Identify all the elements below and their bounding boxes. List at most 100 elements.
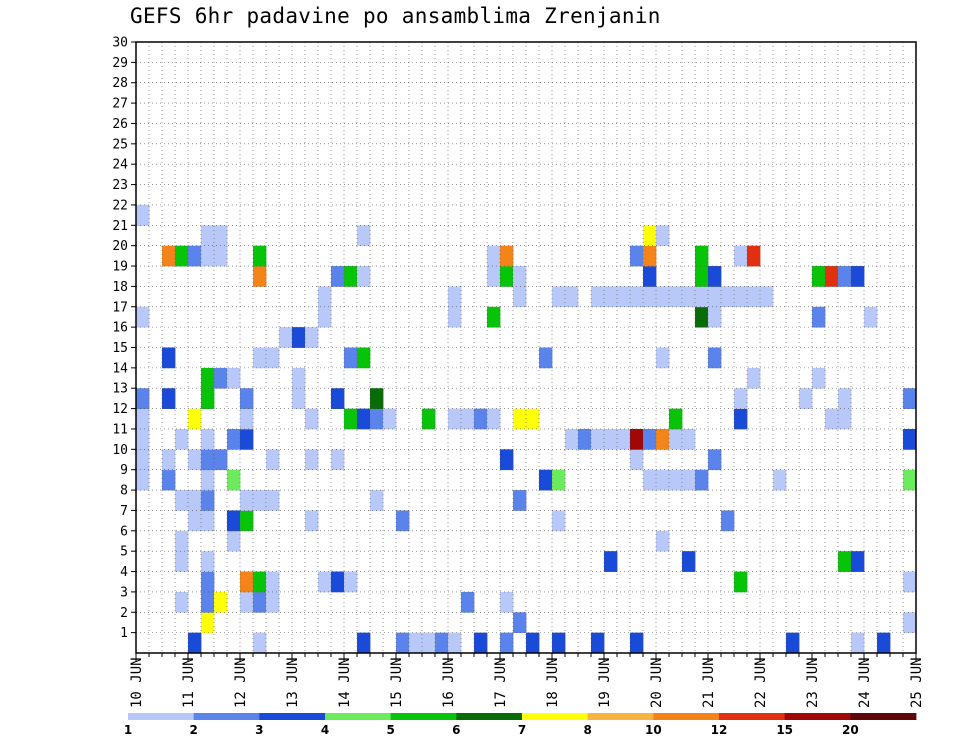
heatmap-cell: [708, 449, 722, 471]
heatmap-cell: [422, 632, 436, 654]
heatmap-cell: [201, 551, 215, 572]
heatmap-cell: [630, 245, 644, 267]
heatmap-cell: [201, 449, 215, 471]
y-tick-label: 15: [112, 341, 128, 356]
y-tick-label: 9: [120, 463, 128, 478]
colorbar-segment: [784, 713, 851, 720]
heatmap-cell: [292, 367, 306, 389]
y-tick-label: 17: [112, 300, 128, 315]
heatmap-cell: [292, 388, 306, 409]
heatmap-cell: [409, 632, 423, 654]
heatmap-cell: [305, 408, 319, 430]
heatmap-cell: [344, 347, 358, 369]
heatmap-cell: [669, 469, 683, 491]
heatmap-cell: [188, 408, 202, 430]
heatmap-cell: [656, 286, 670, 308]
y-tick-label: 25: [112, 137, 128, 152]
heatmap-cell: [604, 286, 618, 308]
colorbar-label: 20: [842, 723, 859, 737]
x-tick-label: 24 JUN: [857, 657, 873, 708]
y-tick-label: 3: [120, 585, 128, 600]
heatmap-cell: [136, 428, 150, 450]
heatmap-cell: [682, 286, 696, 308]
heatmap-cell: [305, 327, 319, 348]
x-tick-label: 19 JUN: [597, 657, 613, 708]
heatmap-cell: [565, 286, 579, 308]
heatmap-cell: [214, 225, 228, 247]
heatmap-cell: [331, 266, 345, 287]
heatmap-cell: [760, 286, 774, 308]
heatmap-cell: [487, 408, 501, 430]
y-tick-label: 7: [120, 504, 128, 519]
heatmap-cell: [136, 449, 150, 471]
heatmap-cell: [617, 428, 631, 450]
heatmap-cell: [682, 469, 696, 491]
heatmap-cell: [682, 428, 696, 450]
heatmap-cell: [708, 286, 722, 308]
heatmap-cell: [344, 266, 358, 287]
heatmap-cell: [526, 408, 540, 430]
heatmap-cell: [851, 551, 865, 572]
heatmap-cell: [812, 367, 826, 389]
heatmap-cell: [318, 571, 332, 593]
heatmap-cell: [591, 286, 605, 308]
x-axis: 10 JUN 11 JUN 12 JUN 13 JUN 14 JUN 15 JUN 16 J…: [129, 653, 925, 708]
colorbar-segment: [653, 713, 720, 720]
heatmap-cell: [201, 367, 215, 389]
heatmap-cell: [357, 347, 371, 369]
heatmap-cell: [305, 510, 319, 532]
heatmap-cell: [825, 408, 839, 430]
colorbar-label: 4: [321, 723, 329, 737]
heatmap-cell: [240, 591, 254, 613]
heatmap-cell: [175, 490, 189, 511]
heatmap-cell: [591, 428, 605, 450]
heatmap-cell: [448, 306, 462, 328]
heatmap-cell: [643, 286, 657, 308]
heatmap-cell: [240, 388, 254, 409]
heatmap-cell: [292, 327, 306, 348]
heatmap-cell: [513, 266, 527, 287]
heatmap-cell: [734, 408, 748, 430]
heatmap-cell: [721, 286, 735, 308]
heatmap-cell: [695, 306, 709, 328]
heatmap-cell: [656, 225, 670, 247]
y-tick-label: 20: [112, 239, 128, 254]
colorbar-label: 1: [124, 723, 132, 737]
heatmap-cell: [253, 632, 267, 654]
heatmap-cell: [240, 571, 254, 593]
x-tick-label: 12 JUN: [233, 657, 249, 708]
heatmap-cell: [643, 225, 657, 247]
heatmap-cell: [357, 632, 371, 654]
colorbar-segment: [719, 713, 786, 720]
colorbar-segment: [259, 713, 326, 720]
heatmap-cell: [240, 408, 254, 430]
heatmap-cell: [240, 510, 254, 532]
heatmap-cell: [266, 347, 280, 369]
heatmap-cell: [695, 245, 709, 267]
heatmap-cell: [552, 632, 566, 654]
heatmap-cell: [136, 408, 150, 430]
heatmap-cell: [838, 551, 852, 572]
heatmap-cell: [656, 428, 670, 450]
heatmap-cell: [331, 449, 345, 471]
heatmap-cell: [903, 388, 917, 409]
heatmap-cell: [214, 449, 228, 471]
heatmap-cell: [487, 306, 501, 328]
heatmap-cell: [708, 347, 722, 369]
colorbar-segment: [522, 713, 589, 720]
heatmap-cell: [695, 266, 709, 287]
heatmap-cell: [734, 286, 748, 308]
colorbar-label: 3: [255, 723, 263, 737]
heatmap-cell: [227, 510, 241, 532]
heatmap-cell: [266, 490, 280, 511]
colorbar-segment: [193, 713, 260, 720]
heatmap-cell: [721, 510, 735, 532]
heatmap-cell: [331, 388, 345, 409]
y-tick-label: 23: [112, 178, 128, 193]
heatmap-cell: [201, 510, 215, 532]
heatmap-cell: [201, 490, 215, 511]
heatmap-cell: [513, 490, 527, 511]
x-tick-label: 23 JUN: [805, 657, 821, 708]
heatmap-cell: [370, 408, 384, 430]
